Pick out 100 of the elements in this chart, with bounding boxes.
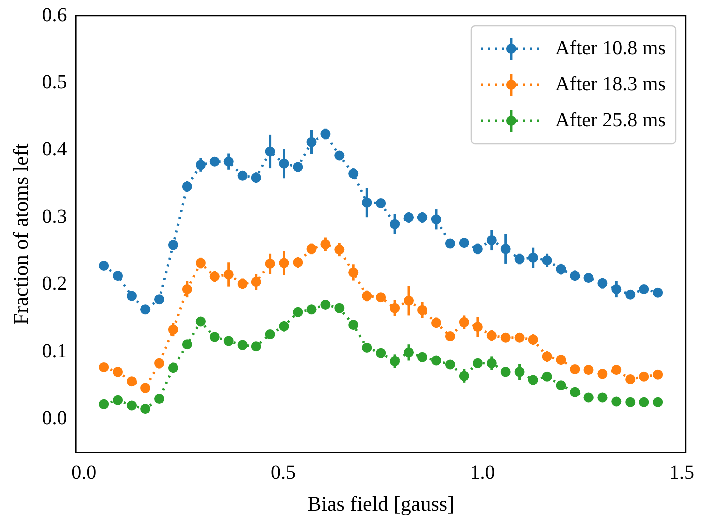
point — [626, 290, 636, 300]
y-tick-label: 0.3 — [42, 206, 68, 228]
point — [293, 162, 304, 172]
point — [168, 324, 178, 335]
x-tick-label: 0.5 — [270, 462, 296, 484]
point — [140, 404, 151, 414]
point — [306, 137, 317, 148]
point — [182, 340, 192, 350]
point — [320, 129, 331, 140]
point — [113, 395, 124, 406]
point — [348, 320, 359, 330]
point — [196, 316, 206, 327]
point — [528, 252, 538, 263]
point — [432, 214, 442, 225]
point — [224, 156, 234, 167]
point — [362, 198, 372, 208]
point — [127, 376, 137, 387]
point — [320, 300, 331, 310]
point — [653, 370, 664, 380]
point — [445, 238, 456, 249]
point — [472, 244, 483, 254]
point — [404, 348, 414, 358]
point — [168, 363, 178, 374]
point — [639, 397, 650, 408]
point — [500, 244, 511, 254]
point — [459, 238, 470, 248]
point — [210, 156, 220, 167]
point — [265, 258, 276, 269]
point — [459, 371, 470, 382]
point — [154, 358, 164, 368]
point — [224, 336, 234, 346]
point — [320, 239, 331, 250]
point — [570, 364, 580, 374]
point — [472, 358, 483, 368]
point — [432, 318, 442, 328]
point — [390, 303, 400, 314]
point — [626, 374, 636, 385]
point — [113, 271, 124, 282]
point — [265, 146, 276, 157]
point — [556, 355, 566, 366]
point — [584, 273, 594, 284]
point — [653, 288, 664, 298]
y-tick-label: 0.5 — [42, 71, 68, 94]
x-tick-label: 0.0 — [72, 462, 97, 484]
point — [196, 160, 206, 170]
point — [445, 332, 456, 342]
point — [598, 369, 608, 380]
point — [224, 270, 234, 280]
point — [626, 397, 636, 408]
point — [99, 260, 110, 271]
point — [196, 258, 206, 268]
point — [500, 332, 511, 343]
point — [182, 284, 192, 295]
y-tick-label: 0.1 — [42, 340, 68, 362]
point — [556, 264, 566, 274]
point — [542, 372, 552, 382]
y-tick-label: 0.6 — [42, 4, 68, 26]
point — [334, 244, 345, 255]
point — [486, 235, 497, 246]
point — [127, 400, 137, 411]
point — [293, 307, 304, 318]
legend-label: After 10.8 ms — [555, 37, 666, 60]
point — [390, 356, 400, 366]
point — [279, 321, 290, 332]
point — [612, 396, 622, 407]
y-tick-label: 0.4 — [42, 138, 68, 161]
point — [265, 330, 276, 340]
point — [154, 294, 164, 305]
point — [514, 367, 525, 378]
point — [404, 296, 414, 306]
point — [210, 332, 220, 342]
point — [542, 256, 552, 266]
point — [348, 168, 359, 179]
point — [612, 284, 622, 295]
point — [251, 277, 262, 288]
point — [376, 198, 386, 208]
point — [127, 291, 137, 302]
point — [598, 278, 608, 288]
point — [432, 356, 442, 366]
point — [362, 342, 372, 353]
y-tick-label: 0.2 — [42, 273, 68, 296]
y-axis-title: Fraction of atoms left — [9, 144, 34, 326]
point — [334, 150, 345, 161]
point — [528, 375, 538, 386]
point — [168, 240, 178, 250]
point — [418, 305, 428, 316]
point — [418, 352, 428, 362]
legend-label: After 18.3 ms — [555, 73, 666, 96]
point — [514, 254, 525, 264]
point — [376, 348, 386, 358]
point — [584, 365, 594, 376]
point — [639, 284, 650, 295]
point — [334, 303, 345, 314]
point — [486, 358, 497, 368]
point — [140, 383, 151, 394]
y-tick-label: 0.0 — [42, 407, 68, 430]
point — [542, 352, 552, 362]
point — [598, 392, 608, 403]
point — [251, 342, 262, 352]
point — [348, 268, 359, 278]
